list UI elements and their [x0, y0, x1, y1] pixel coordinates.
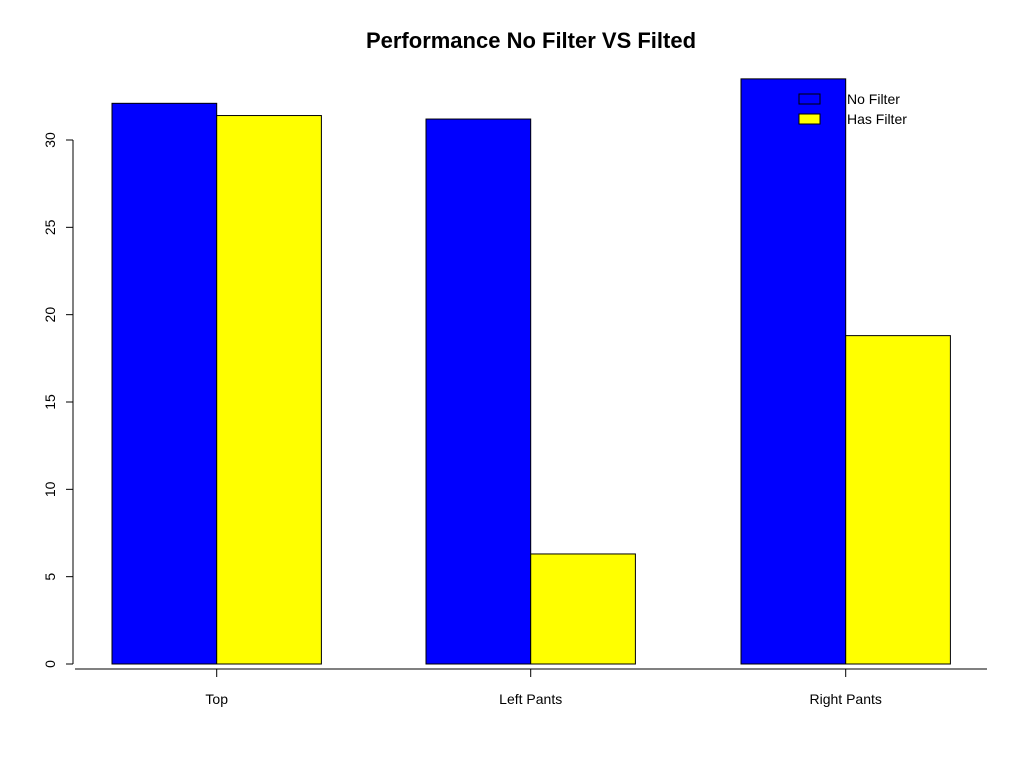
y-tick-label: 20 — [42, 307, 58, 323]
x-tick-label: Top — [205, 691, 228, 707]
x-axis: Top Left Pants Right Pants — [75, 668, 987, 707]
y-tick-label: 15 — [42, 394, 58, 410]
bar-no-filter-left-pants — [425, 118, 532, 665]
bar-has-filter-top — [216, 115, 322, 665]
y-tick-label: 0 — [42, 660, 58, 668]
bar-has-filter-left-pants — [530, 553, 636, 665]
bar-has-filter-right-pants — [845, 335, 951, 665]
legend-label: Has Filter — [847, 111, 907, 127]
legend-label: No Filter — [847, 91, 900, 107]
x-tick-label: Left Pants — [499, 691, 562, 707]
y-tick-label: 10 — [42, 481, 58, 497]
legend-swatch — [798, 113, 821, 125]
chart-title: Performance No Filter VS Filted — [366, 28, 696, 53]
legend-swatch — [798, 93, 821, 105]
y-tick-label: 30 — [42, 132, 58, 148]
y-tick-label: 5 — [42, 573, 58, 581]
bar-no-filter-top — [111, 102, 218, 665]
bars-group — [111, 78, 951, 665]
bar-no-filter-right-pants — [740, 78, 847, 665]
y-axis: 0 5 10 15 20 25 30 — [42, 132, 74, 668]
y-tick-label: 25 — [42, 219, 58, 235]
legend: No Filter Has Filter — [798, 91, 907, 127]
x-tick-label: Right Pants — [810, 691, 882, 707]
